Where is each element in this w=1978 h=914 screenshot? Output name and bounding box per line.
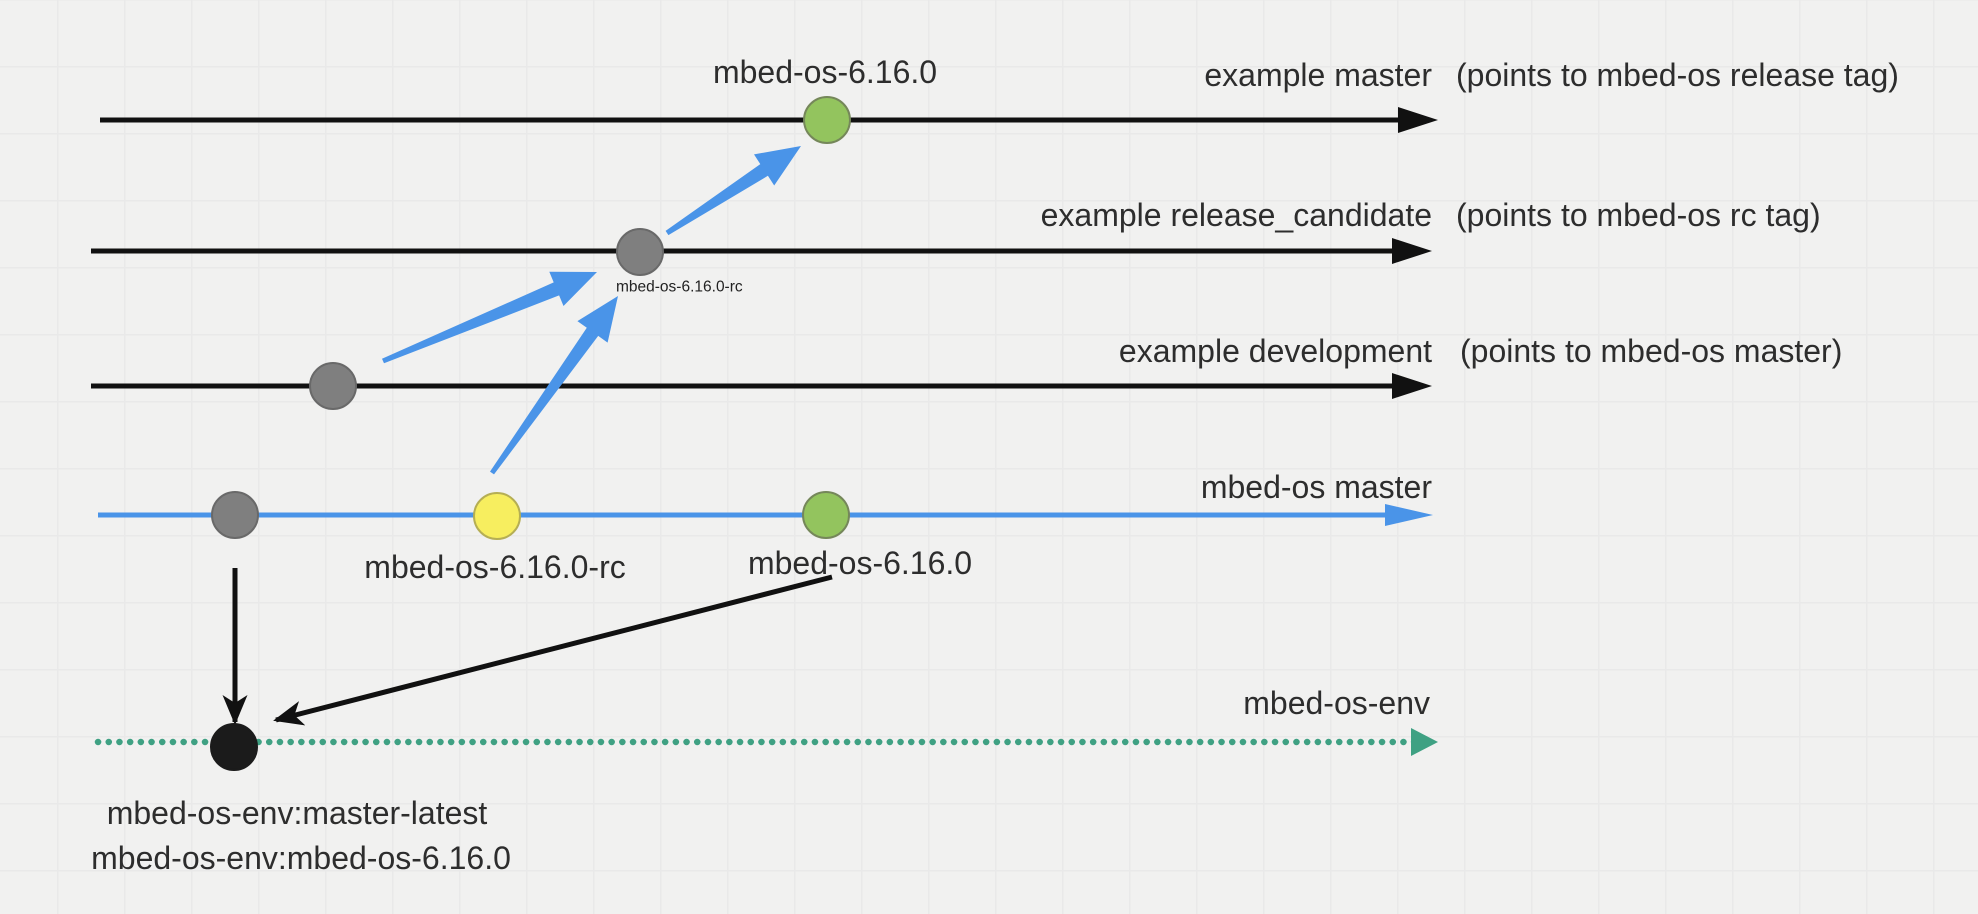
branch-arrowhead-example-master — [1398, 107, 1438, 133]
tag-label-env-mbed-os-release: mbed-os-env:mbed-os-6.16.0 — [91, 840, 511, 876]
branch-arrowhead-example-release-candidate — [1392, 238, 1432, 264]
lane-label-mbed-os-env: mbed-os-env — [1243, 685, 1430, 721]
lane-label-example-release-candidate: example release_candidate — [1040, 197, 1432, 233]
commit-dot-env-commit — [210, 723, 258, 771]
tag-label-release-on-example-master: mbed-os-6.16.0 — [712, 54, 938, 90]
lane-note-example-release-candidate: (points to mbed-os rc tag) — [1456, 197, 1821, 233]
branch-arrowhead-mbed-os-master — [1385, 504, 1433, 526]
branch-arrowhead-example-development — [1392, 373, 1432, 399]
merge-arrow-master-to-rc-tag — [490, 296, 618, 475]
branch-arrowhead-mbed-os-env — [1411, 728, 1438, 756]
commit-dot-development-commit — [309, 362, 357, 410]
lane-label-example-development: example development — [1118, 333, 1432, 369]
tag-label-rc-on-mbed-os-master: mbed-os-6.16.0-rc — [364, 549, 626, 585]
merge-arrow-dev-to-rc-tag — [382, 271, 597, 364]
merge-arrow-rc-to-release-tag — [665, 146, 801, 236]
relation-arrow-release-tag-to-env — [273, 574, 833, 726]
commit-dot-master-release-commit — [802, 491, 850, 539]
tag-label-rc-on-release-candidate: mbed-os-6.16.0-rc — [616, 278, 743, 296]
lane-label-example-master: example master — [1204, 57, 1432, 93]
commit-dot-rc-tag-commit — [616, 228, 664, 276]
commit-dot-master-rc-commit — [473, 492, 521, 540]
commit-dot-release-tag-commit — [803, 96, 851, 144]
lane-label-mbed-os-master: mbed-os master — [1200, 469, 1432, 505]
lane-note-example-master: (points to mbed-os release tag) — [1456, 57, 1899, 93]
tag-label-release-on-mbed-os-master: mbed-os-6.16.0 — [747, 545, 973, 581]
commit-dot-master-old-commit — [211, 491, 259, 539]
lane-note-example-development: (points to mbed-os master) — [1460, 333, 1843, 369]
tag-label-env-master-latest: mbed-os-env:master-latest — [106, 795, 488, 831]
